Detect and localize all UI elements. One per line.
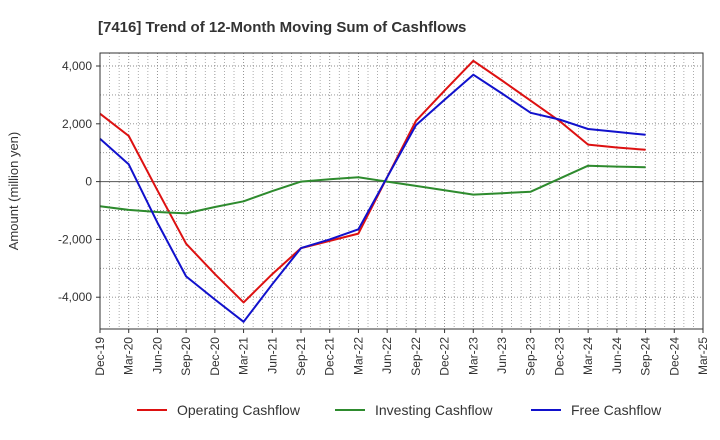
x-tick-label: Mar-22 [351,337,365,375]
x-tick-label: Mar-20 [122,337,136,375]
investing-cashflow-legend-label: Investing Cashflow [375,402,493,418]
y-tick-labels: -4,000 -2,000 0 2,000 4,000 [58,59,100,304]
investing-cashflow-line [99,164,646,215]
x-tick-label: Dec-22 [438,337,452,376]
x-tick-label: Dec-23 [552,337,566,376]
free-cashflow-legend-label: Free Cashflow [571,402,662,418]
x-tick-label: Mar-23 [466,337,480,375]
x-tick-label: Mar-24 [581,337,595,375]
y-tick-label: 0 [85,175,92,189]
chart-title: [7416] Trend of 12-Month Moving Sum of C… [98,19,466,36]
series-lines [99,59,646,323]
x-tick-label: Dec-19 [93,337,107,376]
free-cashflow-line [99,73,646,323]
plot-area-border [99,52,704,330]
x-tick-label: Jun-21 [265,337,279,374]
x-tick-labels: Dec-19 Mar-20 Jun-20 Sep-20 Dec-20 Mar-21 Jun-… [93,329,710,376]
x-tick-label: Sep-22 [409,337,423,376]
y-tick-label: -2,000 [58,232,92,246]
x-tick-label: Sep-24 [639,337,653,376]
y-tick-label: -4,000 [58,290,92,304]
x-tick-label: Sep-23 [524,337,538,376]
operating-cashflow-legend-label: Operating Cashflow [177,402,301,418]
legend: Operating Cashflow Investing Cashflow Free… [137,402,662,418]
y-axis-label: Amount (million yen) [6,132,21,251]
y-tick-label: 2,000 [62,117,92,131]
x-tick-label: Dec-20 [208,337,222,376]
x-tick-label: Dec-21 [323,337,337,376]
x-tick-label: Sep-20 [179,337,193,376]
x-tick-label: Dec-24 [667,337,681,376]
y-tick-label: 4,000 [62,59,92,73]
x-tick-label: Jun-23 [495,337,509,374]
x-tick-label: Sep-21 [294,337,308,376]
x-tick-label: Jun-20 [150,337,164,374]
x-tick-label: Mar-25 [696,337,710,375]
x-tick-label: Mar-21 [237,337,251,375]
x-tick-label: Jun-24 [610,337,624,374]
grid [100,53,703,329]
x-tick-label: Jun-22 [380,337,394,374]
